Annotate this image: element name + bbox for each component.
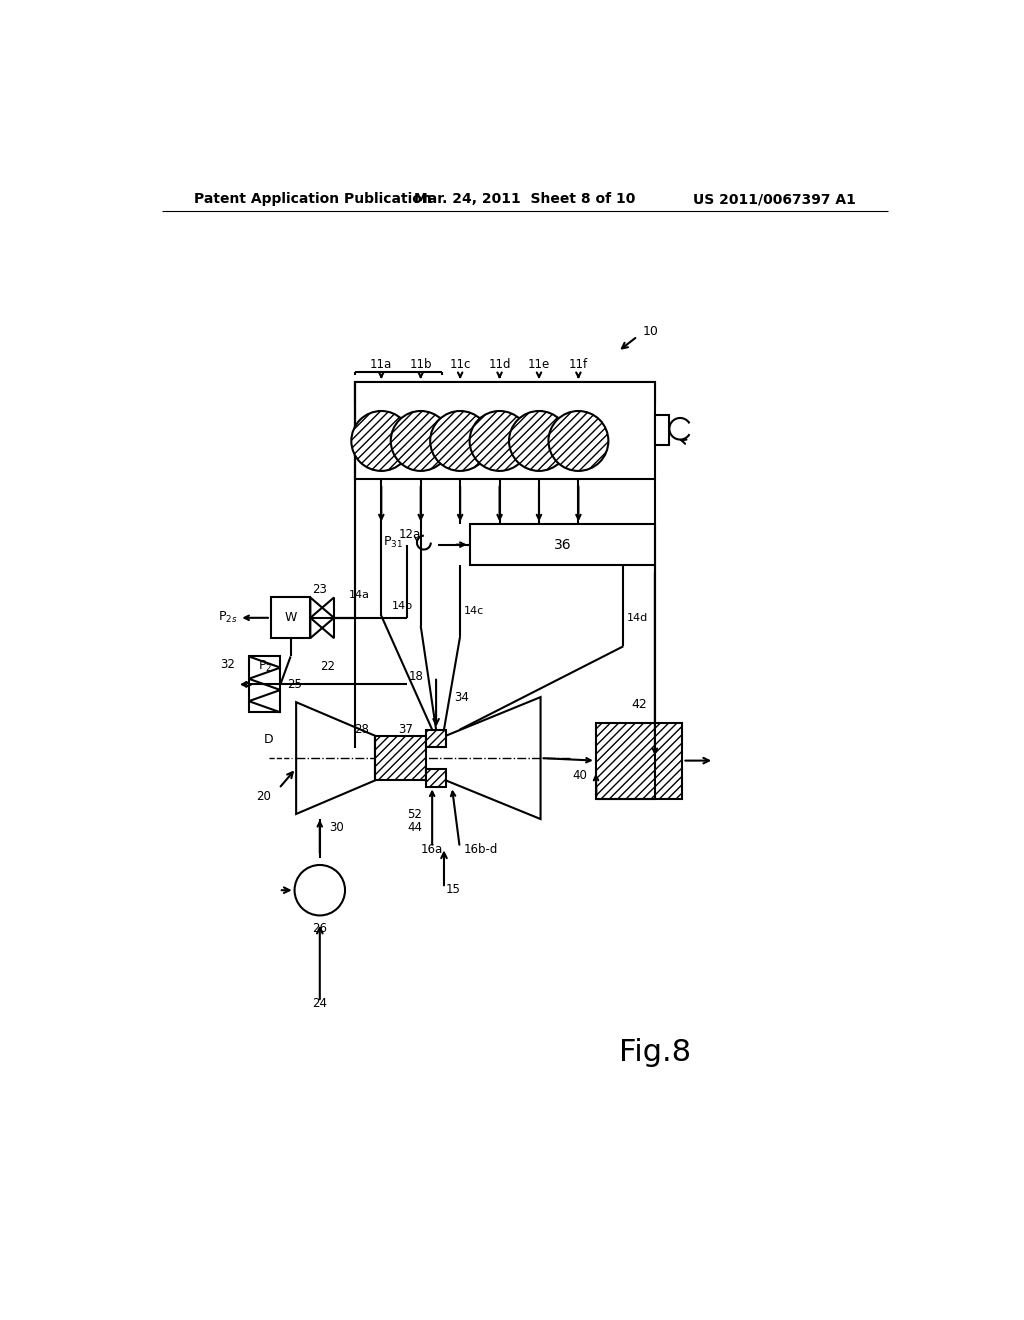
Text: 25: 25 [287, 678, 301, 690]
Text: P$_{2s}$: P$_{2s}$ [218, 610, 238, 626]
Text: 20: 20 [256, 791, 271, 803]
Text: 18: 18 [409, 671, 424, 684]
Bar [249, 656, 281, 713]
Text: 11b: 11b [410, 358, 432, 371]
Bar [596, 722, 682, 799]
Circle shape [509, 411, 569, 471]
Text: Patent Application Publication: Patent Application Publication [194, 191, 431, 206]
Text: 52: 52 [407, 808, 422, 821]
Text: 32: 32 [220, 657, 234, 671]
Bar [271, 598, 310, 638]
Bar [375, 735, 426, 780]
Text: 26: 26 [312, 921, 328, 935]
Bar [355, 381, 655, 479]
Text: 12a: 12a [398, 528, 421, 541]
Circle shape [430, 411, 490, 471]
Text: Fig.8: Fig.8 [620, 1039, 691, 1068]
Circle shape [549, 411, 608, 471]
Text: 36: 36 [553, 537, 571, 552]
Text: 15: 15 [445, 883, 461, 896]
Text: 11a: 11a [370, 358, 392, 371]
Text: 11c: 11c [450, 358, 471, 371]
Text: 16b-d: 16b-d [464, 842, 498, 855]
Text: 42: 42 [631, 698, 647, 710]
Text: 14a: 14a [348, 590, 370, 601]
Bar [355, 381, 655, 404]
Text: 11d: 11d [488, 358, 511, 371]
Text: 44: 44 [407, 821, 422, 834]
Text: P$_2$: P$_2$ [258, 659, 272, 673]
Circle shape [351, 411, 412, 471]
Circle shape [470, 411, 529, 471]
Text: 14b: 14b [392, 601, 413, 611]
Bar [426, 770, 446, 787]
Text: 28: 28 [354, 723, 370, 737]
Text: 24: 24 [312, 997, 328, 1010]
Text: 37: 37 [398, 723, 414, 737]
Text: 40: 40 [572, 770, 587, 783]
Text: Mar. 24, 2011  Sheet 8 of 10: Mar. 24, 2011 Sheet 8 of 10 [414, 191, 636, 206]
Text: 34: 34 [454, 690, 469, 704]
Bar [655, 414, 669, 445]
Text: P$_{31}$: P$_{31}$ [383, 535, 402, 550]
Bar [470, 524, 655, 565]
Text: 16a: 16a [421, 842, 443, 855]
Text: D: D [264, 734, 273, 746]
Text: 14d: 14d [628, 612, 648, 623]
Text: 10: 10 [643, 325, 659, 338]
Circle shape [391, 411, 451, 471]
Text: 11e: 11e [527, 358, 550, 371]
Text: 14c: 14c [464, 606, 484, 615]
Circle shape [295, 865, 345, 916]
Text: 23: 23 [312, 583, 328, 595]
Text: W: W [285, 611, 297, 624]
Text: US 2011/0067397 A1: US 2011/0067397 A1 [693, 191, 856, 206]
Bar [426, 730, 446, 747]
Text: 30: 30 [330, 821, 344, 834]
Text: 11f: 11f [569, 358, 588, 371]
Text: 22: 22 [319, 660, 335, 673]
